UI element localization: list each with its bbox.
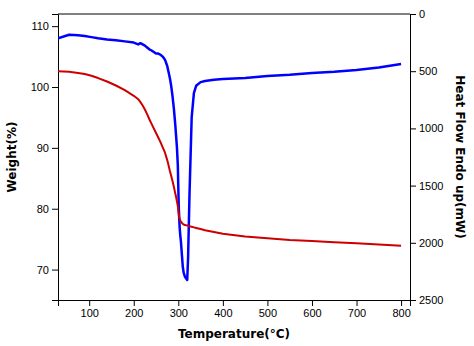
x-axis-line bbox=[59, 301, 411, 307]
tick-label: 800 bbox=[392, 307, 410, 319]
tick-label: 110 bbox=[31, 20, 49, 32]
tick: 100 bbox=[81, 300, 99, 319]
tick-mark bbox=[52, 26, 58, 27]
tick: 700 bbox=[348, 300, 366, 319]
tick-label: 700 bbox=[348, 307, 366, 319]
tick: 0 bbox=[410, 8, 425, 20]
tick: 800 bbox=[392, 300, 410, 319]
tick-mark bbox=[178, 300, 179, 306]
y2-axis-line bbox=[411, 15, 417, 301]
tick-mark bbox=[52, 270, 58, 271]
tick-mark bbox=[52, 209, 58, 210]
tick-label: 100 bbox=[81, 307, 99, 319]
y-axis-title: Weight(%) bbox=[5, 122, 19, 193]
tick-label: 1000 bbox=[419, 122, 443, 134]
marks bbox=[58, 35, 401, 280]
tick-label: 500 bbox=[259, 307, 277, 319]
tick-label: 2500 bbox=[419, 294, 443, 306]
tick-label: 600 bbox=[303, 307, 321, 319]
tick-label: 400 bbox=[214, 307, 232, 319]
y-axis: 70 80 90 100 110 bbox=[31, 15, 59, 301]
tick-mark bbox=[410, 71, 416, 72]
tick-mark bbox=[410, 243, 416, 244]
tick-label: 70 bbox=[37, 264, 49, 276]
tick: 300 bbox=[170, 300, 188, 319]
tick: 80 bbox=[37, 203, 58, 215]
x-axis-title: Temperature(°C) bbox=[178, 327, 290, 341]
tick-mark bbox=[223, 300, 224, 306]
tick: 500 bbox=[410, 65, 437, 77]
tick-mark bbox=[410, 186, 416, 187]
tick-mark bbox=[52, 87, 58, 88]
x-axis: 100 200 300 400 500 600 700 800 bbox=[59, 300, 411, 319]
tick-mark bbox=[134, 300, 135, 306]
y2-axis: 0 500 1000 1500 2000 2500 bbox=[410, 8, 443, 306]
tick-mark bbox=[410, 128, 416, 129]
tick: 400 bbox=[214, 300, 232, 319]
series-line bbox=[58, 71, 401, 245]
tick-label: 1500 bbox=[419, 180, 443, 192]
plot: 100 200 300 400 500 600 700 800 70 80 90 100 110 0 500… bbox=[5, 8, 467, 341]
tick-label: 100 bbox=[31, 81, 49, 93]
tick-label: 200 bbox=[125, 307, 143, 319]
tick-mark bbox=[401, 300, 402, 306]
tick-label: 90 bbox=[37, 142, 49, 154]
tick: 110 bbox=[31, 20, 58, 32]
tick-mark bbox=[357, 300, 358, 306]
tick: 200 bbox=[125, 300, 143, 319]
tick-mark bbox=[267, 300, 268, 306]
tick: 100 bbox=[31, 81, 58, 93]
series-line bbox=[58, 35, 401, 280]
tick: 1500 bbox=[410, 180, 443, 192]
tick: 500 bbox=[259, 300, 277, 319]
tick: 600 bbox=[303, 300, 321, 319]
tick-label: 80 bbox=[37, 203, 49, 215]
tick-mark bbox=[52, 148, 58, 149]
tick-label: 300 bbox=[170, 307, 188, 319]
y2-axis-title: Heat Flow Endo up(mW) bbox=[453, 75, 467, 239]
chart: 100 200 300 400 500 600 700 800 70 80 90 100 110 0 500… bbox=[0, 0, 474, 346]
tick: 1000 bbox=[410, 122, 443, 134]
tick-mark bbox=[410, 14, 416, 15]
tick: 70 bbox=[37, 264, 58, 276]
tick: 90 bbox=[37, 142, 58, 154]
tick: 2000 bbox=[410, 237, 443, 249]
tick-label: 500 bbox=[419, 65, 437, 77]
tick-label: 2000 bbox=[419, 237, 443, 249]
y-axis-line bbox=[52, 15, 59, 301]
tick: 2500 bbox=[410, 294, 443, 306]
tick-label: 0 bbox=[419, 8, 425, 20]
tick-mark bbox=[312, 300, 313, 306]
tick-mark bbox=[89, 300, 90, 306]
frame-top bbox=[58, 14, 410, 15]
tick-mark bbox=[410, 300, 416, 301]
